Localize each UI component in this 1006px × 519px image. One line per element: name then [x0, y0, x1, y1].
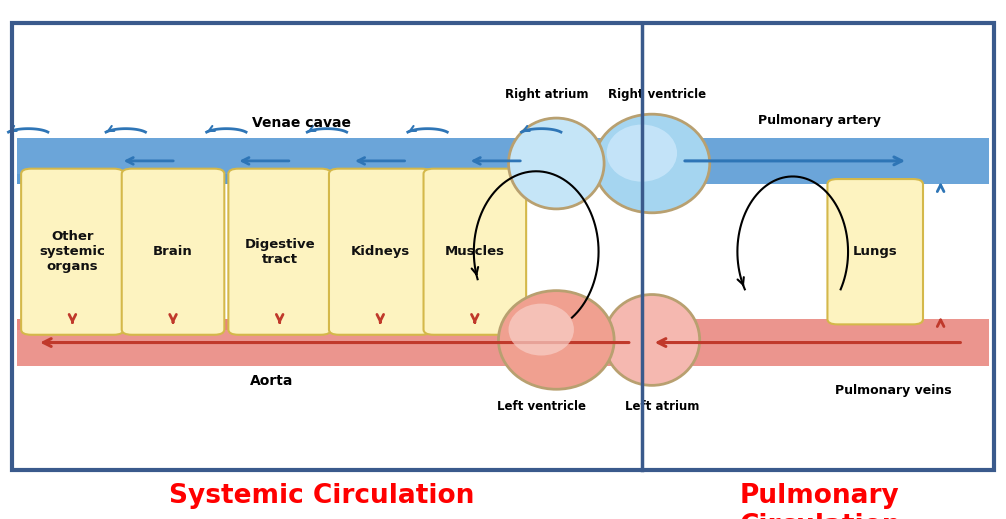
- Text: Other
systemic
organs: Other systemic organs: [39, 230, 106, 273]
- Ellipse shape: [498, 291, 614, 389]
- Ellipse shape: [509, 304, 573, 356]
- FancyBboxPatch shape: [214, 319, 238, 330]
- Ellipse shape: [508, 118, 604, 209]
- Text: Aorta: Aorta: [249, 374, 294, 388]
- FancyBboxPatch shape: [214, 174, 238, 184]
- FancyBboxPatch shape: [422, 319, 434, 330]
- FancyBboxPatch shape: [228, 169, 331, 335]
- Text: Brain: Brain: [153, 245, 193, 258]
- FancyBboxPatch shape: [122, 169, 224, 335]
- FancyBboxPatch shape: [114, 174, 132, 184]
- Text: Left ventricle: Left ventricle: [497, 400, 585, 413]
- Text: Venae cavae: Venae cavae: [253, 116, 351, 130]
- FancyBboxPatch shape: [516, 174, 637, 184]
- Ellipse shape: [604, 295, 699, 385]
- FancyBboxPatch shape: [424, 169, 526, 335]
- Text: Left atrium: Left atrium: [625, 400, 699, 413]
- Text: Pulmonary
Circulation: Pulmonary Circulation: [739, 483, 900, 519]
- FancyBboxPatch shape: [321, 319, 339, 330]
- FancyBboxPatch shape: [647, 138, 989, 184]
- Text: Lungs: Lungs: [853, 245, 897, 258]
- Text: Pulmonary artery: Pulmonary artery: [759, 114, 881, 127]
- FancyBboxPatch shape: [321, 174, 339, 184]
- Text: Pulmonary veins: Pulmonary veins: [835, 384, 952, 397]
- FancyBboxPatch shape: [17, 138, 637, 184]
- FancyBboxPatch shape: [17, 319, 637, 366]
- FancyBboxPatch shape: [516, 319, 637, 330]
- FancyBboxPatch shape: [17, 174, 32, 184]
- FancyBboxPatch shape: [21, 169, 124, 335]
- Text: Right ventricle: Right ventricle: [608, 88, 706, 101]
- FancyBboxPatch shape: [114, 319, 132, 330]
- FancyBboxPatch shape: [329, 169, 432, 335]
- Ellipse shape: [594, 114, 710, 213]
- FancyBboxPatch shape: [647, 319, 989, 366]
- Text: Right atrium: Right atrium: [504, 88, 589, 101]
- Text: Digestive
tract: Digestive tract: [244, 238, 315, 266]
- Text: Muscles: Muscles: [445, 245, 505, 258]
- FancyBboxPatch shape: [422, 174, 434, 184]
- Text: Kidneys: Kidneys: [351, 245, 409, 258]
- Ellipse shape: [607, 125, 677, 182]
- Text: Systemic Circulation: Systemic Circulation: [169, 483, 475, 509]
- FancyBboxPatch shape: [827, 179, 923, 324]
- FancyBboxPatch shape: [17, 319, 32, 330]
